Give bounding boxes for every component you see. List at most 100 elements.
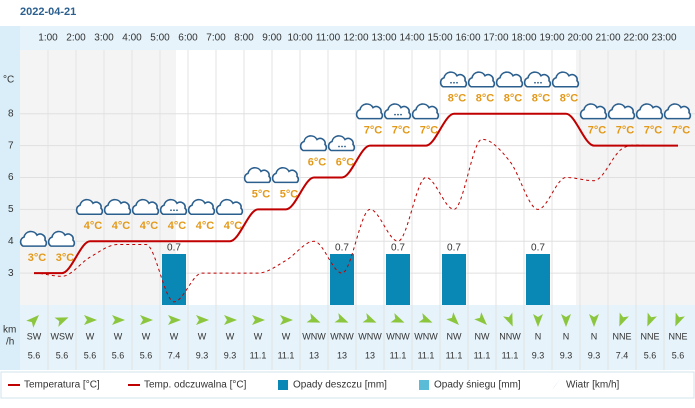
arrow <box>675 312 685 327</box>
arrow <box>196 315 209 325</box>
wind-arrow <box>589 314 599 327</box>
wind-direction: WNW <box>386 331 410 341</box>
temp-label: 4°C <box>112 220 131 232</box>
arrow <box>619 312 629 327</box>
wind-arrow <box>84 315 97 325</box>
wind-speed: 7.4 <box>168 350 181 360</box>
precip-bar <box>330 254 354 305</box>
wind-direction: N <box>591 331 598 341</box>
wind-speed: 11.1 <box>390 350 407 360</box>
cloud <box>551 71 580 88</box>
cloud-icon <box>103 198 132 216</box>
arrow <box>446 312 459 325</box>
wind-arrow <box>280 315 293 325</box>
cloud-icon <box>47 230 76 247</box>
cloud-icon <box>75 198 104 216</box>
precip-label: 0.7 <box>447 243 461 254</box>
hour-label: 23:00 <box>651 33 676 44</box>
cloud-icon <box>523 71 552 88</box>
wind-direction: NNE <box>612 331 631 341</box>
wind-direction: NW <box>475 331 490 341</box>
rain-dot <box>338 145 340 148</box>
hour-label: 14:00 <box>399 33 424 44</box>
cloud-icon <box>271 167 300 184</box>
temp-label: 3°C <box>56 252 75 264</box>
arrow <box>390 313 405 323</box>
wind-direction: WNW <box>330 331 354 341</box>
rain-dot <box>540 81 542 84</box>
wind-arrow <box>503 312 513 327</box>
wind-speed: 9.3 <box>588 350 601 360</box>
hour-label: 10:00 <box>287 33 312 44</box>
hour-label: 4:00 <box>122 33 142 44</box>
wind-arrow <box>675 312 685 327</box>
arrow <box>561 314 571 327</box>
wind-arrow <box>533 314 543 327</box>
arrow <box>26 315 39 328</box>
cloud <box>355 103 384 120</box>
y-tick-label: 4 <box>8 236 14 247</box>
temp-label: 7°C <box>420 125 439 137</box>
arrow <box>224 315 237 325</box>
cloud-icon <box>635 103 664 120</box>
cloud <box>383 103 412 120</box>
cloud-icon <box>215 198 244 216</box>
wind-arrow <box>168 315 181 325</box>
arrow <box>280 315 293 325</box>
cloud-icon <box>299 135 328 152</box>
precip-bar <box>526 254 550 305</box>
arrow <box>533 314 543 327</box>
wind-direction: W <box>142 331 151 341</box>
wind-speed: 9.3 <box>560 350 573 360</box>
hour-label: 19:00 <box>539 33 564 44</box>
temp-label: 6°C <box>308 156 327 168</box>
cloud-icon <box>187 198 216 216</box>
cloud-icon <box>663 103 692 120</box>
wind-speed: 11.1 <box>250 350 267 360</box>
feels-like-line <box>33 138 678 303</box>
precip-label: 0.7 <box>391 243 405 254</box>
hour-label: 12:00 <box>343 33 368 44</box>
precip-label: 0.7 <box>335 243 349 254</box>
rain-dot <box>170 209 172 212</box>
hour-label: 8:00 <box>234 33 254 44</box>
arrow <box>168 315 181 325</box>
temp-label: 4°C <box>168 220 187 232</box>
wind-arrow <box>140 315 153 325</box>
wind-speed: 13 <box>337 350 347 360</box>
wind-speed: 13 <box>309 350 319 360</box>
wind-arrow <box>26 315 39 328</box>
cloud-icon <box>579 103 608 120</box>
wind-direction: NW <box>447 331 462 341</box>
rain-dot <box>341 145 343 148</box>
cloud-icon <box>243 167 272 184</box>
legend-swatch <box>552 379 560 390</box>
precip-bar <box>386 254 410 305</box>
left-axis-bar <box>0 26 20 370</box>
cloud-icon <box>383 103 412 120</box>
precip-label: 0.7 <box>167 243 181 254</box>
arrow <box>84 315 97 325</box>
cloud <box>131 198 160 216</box>
wind-speed: 5.6 <box>28 350 41 360</box>
temp-label: 8°C <box>560 93 579 105</box>
wind-direction: WNW <box>414 331 438 341</box>
cloud-icon <box>159 198 188 216</box>
hour-label: 20:00 <box>567 33 592 44</box>
wind-speed: 13 <box>365 350 375 360</box>
arrow <box>418 313 433 323</box>
legend <box>0 371 695 399</box>
cloud <box>243 167 272 184</box>
temp-label: 7°C <box>672 125 691 137</box>
arrow <box>140 315 153 325</box>
temp-label: 8°C <box>532 93 551 105</box>
wind-arrow <box>474 312 487 325</box>
arrow <box>252 315 265 325</box>
wind-direction: NNE <box>668 331 687 341</box>
wind-arrow <box>362 313 377 323</box>
wind-arrow <box>561 314 571 327</box>
rain-dot <box>173 209 175 212</box>
hour-label: 22:00 <box>623 33 648 44</box>
rain-dot <box>453 81 455 84</box>
